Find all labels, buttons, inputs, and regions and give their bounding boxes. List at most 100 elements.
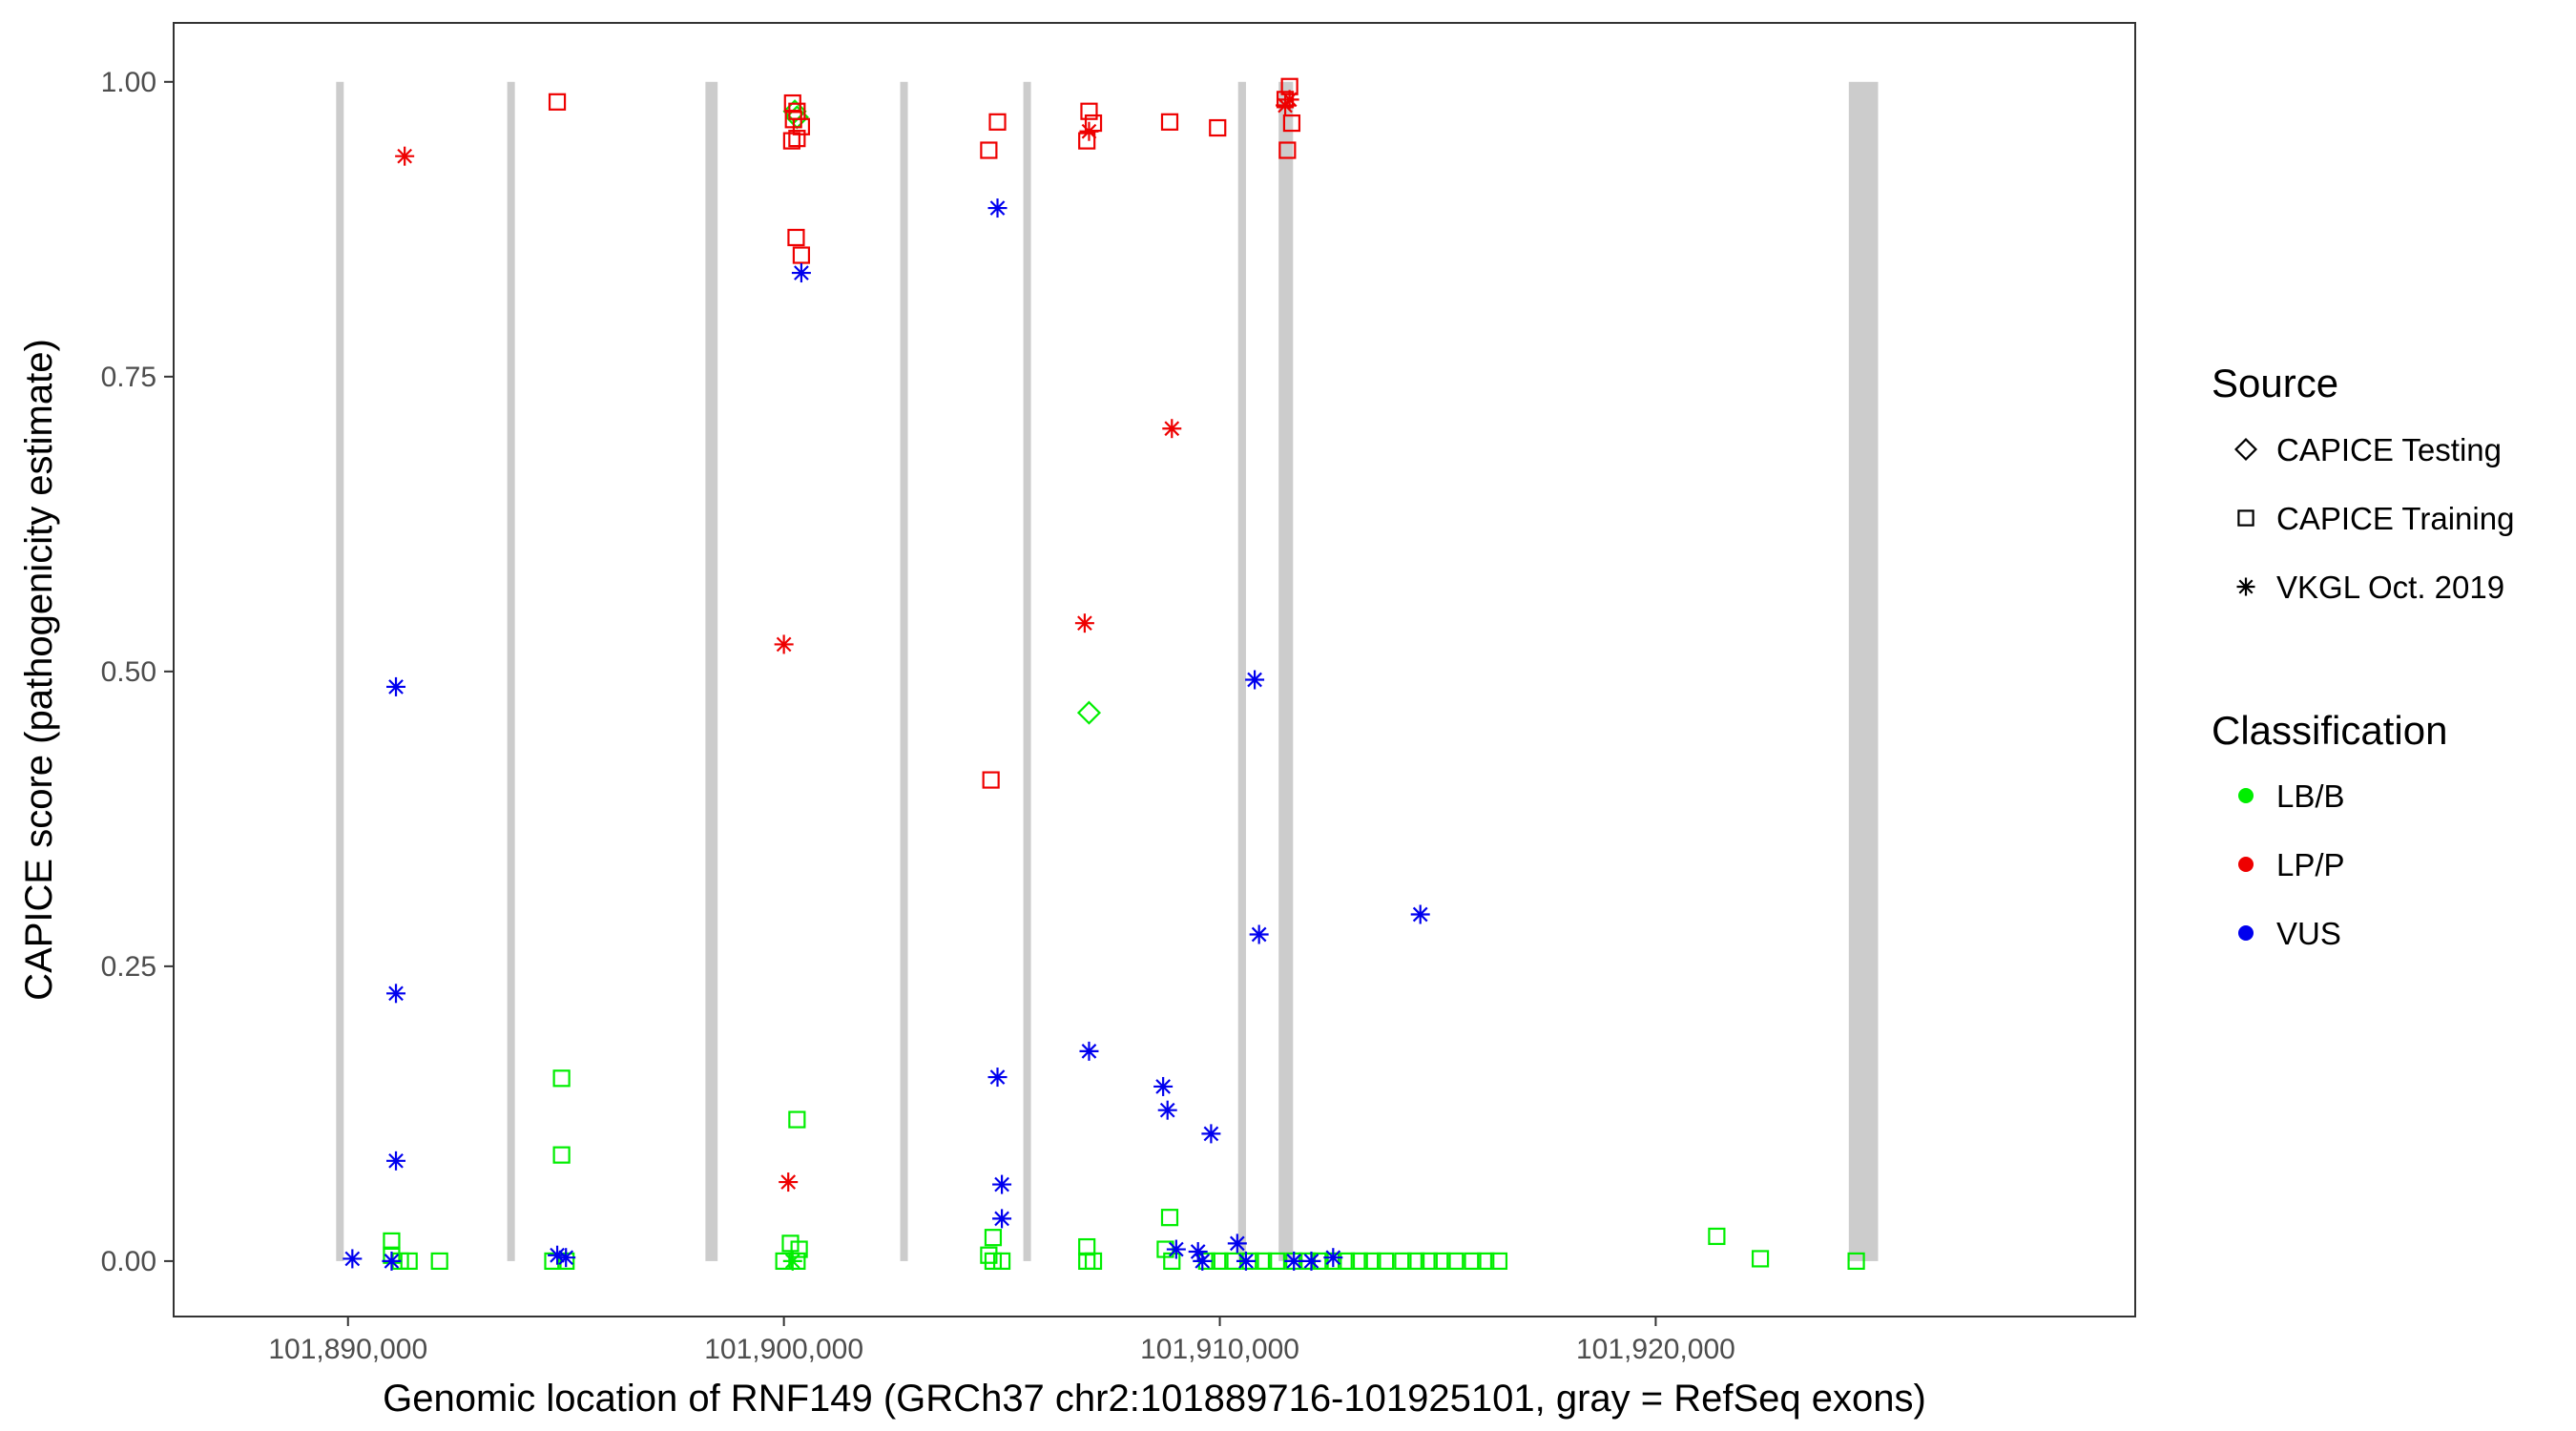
exon-band-1 — [336, 81, 344, 1261]
square-point-lpp — [787, 228, 805, 247]
y-axis-title: CAPICE score (pathogenicity estimate) — [18, 339, 60, 1001]
y-tick-label: 0.00 — [101, 1246, 156, 1277]
x-axis: 101,890,000 101,900,000 101,910,000 101,920… — [268, 1317, 1735, 1365]
exon-band-7 — [1278, 81, 1294, 1261]
square-point-lbb — [1407, 1252, 1425, 1271]
square-point-lbb — [1363, 1252, 1381, 1271]
asterisk-point-lpp — [774, 634, 794, 654]
asterisk-point-vus — [992, 1174, 1012, 1194]
square-point-lbb — [1377, 1252, 1395, 1271]
asterisk-point-vus — [1227, 1234, 1247, 1254]
legend-key-asterisk — [2236, 577, 2255, 596]
square-point-lbb — [1489, 1252, 1508, 1271]
square-point-lpp — [1080, 102, 1098, 120]
square-point-lpp — [788, 130, 806, 148]
x-tick-label: 101,910,000 — [1140, 1334, 1299, 1365]
asterisk-point-vus — [556, 1248, 576, 1268]
x-tick-label: 101,890,000 — [268, 1334, 427, 1365]
plot-panel-border — [173, 22, 2136, 1317]
square-point-lpp — [1278, 141, 1297, 159]
asterisk-point-vus — [1079, 1041, 1099, 1061]
asterisk-point-vus — [1236, 1251, 1256, 1271]
square-point-lbb — [1847, 1252, 1865, 1271]
y-tick-label: 1.00 — [101, 67, 156, 98]
asterisk-point-vus — [1166, 1239, 1186, 1259]
asterisk-point-vus — [1284, 1251, 1304, 1271]
square-point-lbb — [383, 1232, 401, 1250]
asterisk-point-lpp — [779, 1172, 799, 1192]
square-point-lbb — [1337, 1252, 1356, 1271]
asterisk-point-lbb — [782, 1251, 802, 1271]
exon-band-2 — [507, 81, 515, 1261]
asterisk-point-vus — [386, 676, 406, 696]
square-point-lbb — [1160, 1209, 1179, 1227]
diamond-point-lbb — [782, 99, 807, 124]
exon-bands — [336, 81, 1879, 1261]
exon-band-6 — [1237, 81, 1246, 1261]
data-points — [343, 77, 1865, 1271]
square-point-lbb — [400, 1252, 418, 1271]
square-point-lbb — [1078, 1252, 1096, 1271]
square-point-lpp — [782, 132, 800, 150]
square-point-lbb — [984, 1229, 1003, 1247]
square-point-lbb — [980, 1246, 998, 1264]
square-point-lbb — [552, 1146, 571, 1164]
square-point-lbb — [1255, 1252, 1273, 1271]
asterisk-point-vus — [791, 263, 811, 283]
square-point-lpp — [1209, 118, 1227, 137]
legend-label: CAPICE Testing — [2276, 432, 2502, 467]
asterisk-point-vus — [382, 1251, 402, 1271]
exon-band-3 — [705, 81, 718, 1261]
legend-key-diamond — [2233, 437, 2258, 462]
asterisk-point-vus — [1201, 1124, 1221, 1144]
asterisk-point-lpp — [1162, 419, 1182, 439]
asterisk-point-vus — [386, 984, 406, 1004]
square-point-lbb — [1477, 1252, 1495, 1271]
square-point-lpp — [988, 113, 1007, 131]
asterisk-point-lpp — [1279, 90, 1299, 110]
square-point-lbb — [1433, 1252, 1451, 1271]
square-point-lbb — [1446, 1252, 1465, 1271]
legend-label: VUS — [2276, 916, 2341, 951]
square-point-lbb — [1084, 1252, 1103, 1271]
asterisk-point-lpp — [1079, 121, 1099, 141]
asterisk-point-vus — [1249, 924, 1269, 944]
square-point-lbb — [544, 1252, 562, 1271]
square-point-lpp — [980, 141, 998, 159]
legend-label: VKGL Oct. 2019 — [2276, 570, 2504, 605]
legend-key-dot — [2238, 857, 2254, 872]
square-point-lpp — [982, 771, 1000, 789]
asterisk-point-vus — [987, 198, 1008, 218]
square-point-lpp — [548, 93, 567, 111]
asterisk-point-lpp — [395, 146, 415, 166]
asterisk-point-lpp — [1074, 613, 1094, 633]
asterisk-point-vus — [1245, 670, 1265, 690]
square-point-lbb — [984, 1252, 1003, 1271]
x-tick-label: 101,920,000 — [1576, 1334, 1735, 1365]
legend-title-source: Source — [2212, 361, 2338, 405]
legend: Source CAPICE Testing CAPICE Training VKGL … — [2212, 361, 2514, 951]
square-point-lbb — [1708, 1227, 1726, 1246]
square-point-lpp — [1282, 114, 1301, 133]
x-tick-label: 101,900,000 — [704, 1334, 863, 1365]
legend-key-dot — [2238, 925, 2254, 941]
legend-label: LB/B — [2276, 778, 2345, 814]
diamond-point-lbb — [1076, 700, 1102, 725]
exon-band-5 — [1023, 81, 1031, 1261]
y-tick-label: 0.25 — [101, 951, 156, 983]
square-point-lbb — [552, 1069, 571, 1088]
square-point-lbb — [1394, 1252, 1412, 1271]
square-point-lbb — [1464, 1252, 1482, 1271]
legend-label: CAPICE Training — [2276, 501, 2514, 536]
square-point-lbb — [788, 1110, 806, 1129]
asterisk-point-vus — [343, 1249, 363, 1269]
y-tick-label: 0.75 — [101, 362, 156, 393]
x-axis-title: Genomic location of RNF149 (GRCh37 chr2:… — [383, 1378, 1926, 1420]
square-point-lbb — [430, 1252, 448, 1271]
asterisk-point-vus — [1193, 1251, 1213, 1271]
square-point-lbb — [790, 1240, 808, 1258]
square-point-lpp — [792, 246, 811, 264]
square-point-lpp — [792, 117, 811, 135]
square-point-lbb — [1420, 1252, 1438, 1271]
